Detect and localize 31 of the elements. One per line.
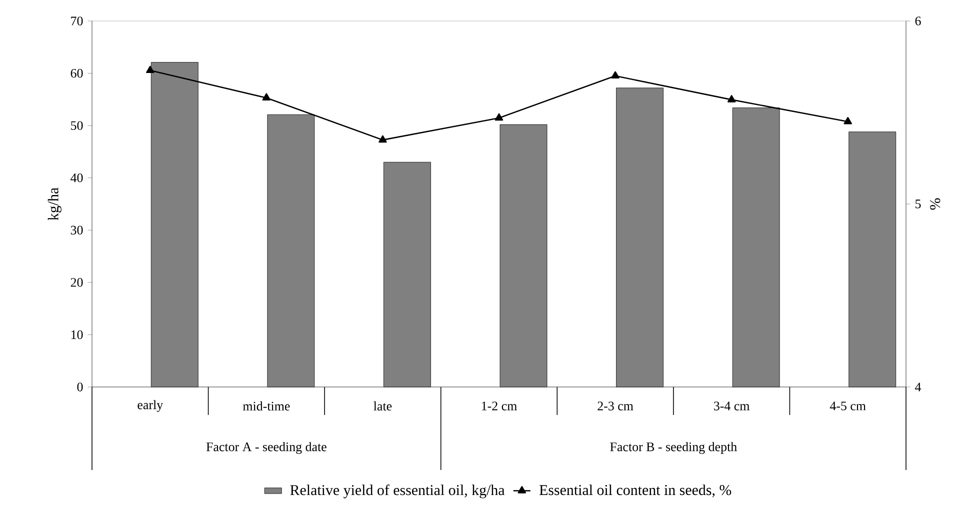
y-tick-label: 10	[71, 330, 83, 340]
x-tick-label: 4-5 cm	[830, 402, 866, 410]
y2-axis-title: %	[930, 198, 940, 210]
point	[844, 116, 852, 124]
y-tick-label: 60	[70, 68, 83, 78]
text: Factor B - seeding depth	[610, 442, 737, 454]
point	[494, 113, 504, 121]
point	[262, 93, 271, 100]
y2-tick-label: 4	[915, 382, 922, 392]
y-tick-label: 40	[70, 173, 83, 182]
y-tick-label: 20	[70, 278, 83, 287]
x-tick-label: 3-4 cm	[714, 402, 750, 410]
legend-label: Essential oil content in seeds, %	[539, 484, 732, 498]
point	[378, 135, 387, 143]
x-tick-label: mid-time	[242, 401, 290, 411]
y2-tick-label: 6	[915, 16, 921, 26]
point	[146, 66, 154, 74]
y-tick-label: 50	[71, 121, 83, 130]
y-tick-label: 0	[77, 382, 83, 392]
point	[727, 95, 736, 102]
legend-label: Relative yield of essential oil, kg/ha	[290, 484, 505, 498]
y-tick-label: 70	[71, 16, 83, 26]
x-tick-label: 1-2 cm	[482, 402, 517, 410]
y-axis-title: kg/ha	[48, 188, 62, 220]
x-tick-label: late	[374, 401, 392, 411]
point	[611, 71, 620, 79]
x-tick-label: early	[138, 400, 164, 412]
y2-tick-label: 5	[916, 200, 921, 208]
x-tick-label: 2-3 cm	[598, 402, 634, 410]
text: Factor A - seeding date	[206, 442, 326, 454]
y-tick-label: 30	[70, 226, 83, 234]
